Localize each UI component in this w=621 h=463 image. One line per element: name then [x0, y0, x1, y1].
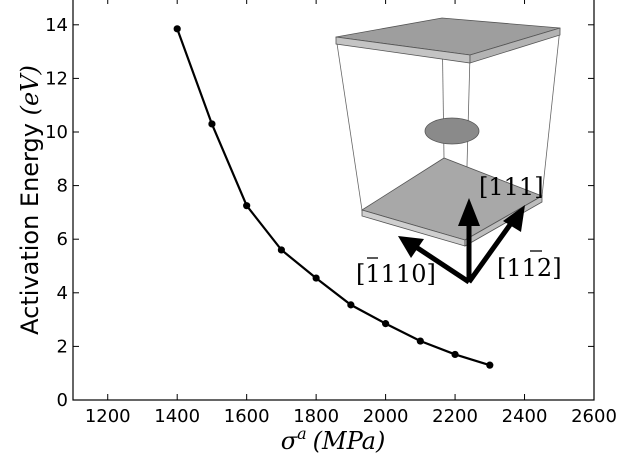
data-point: [382, 320, 390, 328]
top-slab: [335, 17, 561, 64]
simulation-cell-inset: [111] [1110] [112]: [335, 17, 562, 288]
data-point: [451, 350, 459, 359]
data-point: [208, 120, 216, 128]
y-tick-label: 10: [45, 122, 68, 143]
direction-label-1bar10-text: [1110]: [356, 260, 436, 288]
series-line: [176, 28, 491, 367]
x-axis-symbol: σ: [281, 427, 298, 455]
direction-label-111: [111]: [479, 173, 544, 201]
x-tick-label: 1200: [85, 406, 131, 427]
data-point: [347, 301, 355, 309]
direction-arrows: [398, 198, 525, 285]
y-tick-label: 2: [57, 336, 68, 357]
data-point: [486, 361, 494, 369]
x-tick-label: 2600: [571, 406, 617, 427]
y-tick-label: 14: [45, 15, 68, 36]
data-point: [312, 274, 320, 282]
x-tick-label: 2200: [432, 406, 478, 427]
y-tick-label: 12: [45, 68, 68, 89]
x-axis-unit: (MPa): [313, 427, 386, 455]
data-point: [416, 337, 424, 345]
direction-label-1bar10-digits: 110: [381, 260, 427, 288]
direction-label-112bar: [112]: [497, 250, 562, 282]
y-tick-label: 4: [57, 283, 68, 304]
y-axis-title-text: Activation Energy: [16, 123, 44, 335]
series-group: [173, 25, 494, 369]
direction-label-1bar10: [1110]: [356, 257, 436, 288]
y-tick-label: 6: [57, 229, 68, 250]
x-tick-label: 1400: [154, 406, 200, 427]
data-point: [277, 246, 285, 254]
direction-label-112bar-digits: 112: [506, 254, 552, 282]
x-axis-title: σa (MPa): [281, 424, 386, 455]
direction-label-112bar-text: [112]: [497, 254, 562, 282]
direction-label-1bar10-bar-digit: 1: [365, 260, 380, 288]
data-point: [173, 25, 181, 33]
y-axis-title: Activation Energy (eV): [16, 65, 44, 335]
data-point: [243, 202, 251, 210]
x-tick-label: 1800: [293, 406, 339, 427]
direction-label-111-text: [111]: [479, 173, 544, 201]
direction-label-111-digits: 111: [488, 173, 534, 201]
x-tick-label: 1600: [224, 406, 270, 427]
axis-ticks: 1200 1400 1600 1800 2000 2200 2400 2600 0 2 4 6 8 10 1…: [45, 0, 617, 427]
plot-frame: [72, 0, 595, 401]
x-tick-label: 2400: [502, 406, 548, 427]
x-axis-superscript: a: [297, 424, 307, 443]
y-axis-unit: (eV): [16, 65, 44, 115]
dislocation-loop: [424, 117, 480, 145]
y-tick-label: 8: [57, 176, 68, 197]
y-tick-label: 0: [57, 390, 68, 411]
x-tick-label: 2000: [363, 406, 409, 427]
